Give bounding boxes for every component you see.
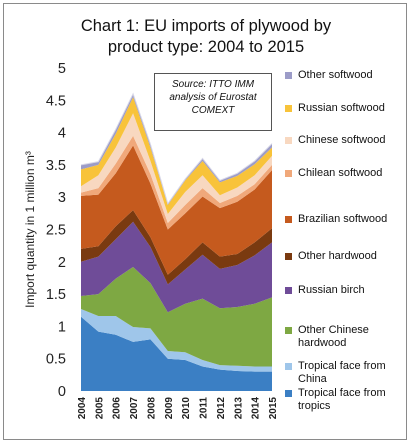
x-tick-label: 2011	[199, 397, 210, 419]
y-tick-label: 1	[58, 319, 66, 335]
area-russian-softwood	[81, 97, 272, 214]
area-tropical-face-from-tropics	[81, 316, 272, 391]
area-other-hardwood	[81, 210, 272, 285]
x-tick-label: 2006	[112, 397, 123, 420]
legend-swatch	[285, 327, 292, 334]
legend-label: Russian softwood	[298, 102, 385, 114]
area-brazilian-softwood	[81, 145, 272, 275]
x-tick-label: 2008	[146, 397, 157, 420]
y-tick-label: 0.5	[46, 352, 66, 368]
y-tick-label: 4.5	[46, 93, 66, 109]
x-tick-label: 2014	[251, 397, 262, 420]
area-tropical-face-from-china	[81, 308, 272, 372]
y-tick-label: 2.5	[46, 223, 66, 239]
y-tick-label: 2	[58, 255, 66, 271]
x-tick-label: 2012	[216, 397, 227, 420]
legend-swatch	[285, 287, 292, 294]
legend-label: Other hardwood	[298, 250, 377, 262]
area-russian-birch	[81, 221, 272, 313]
y-tick-label: 0	[58, 384, 66, 400]
area-chilean-softwood	[81, 135, 272, 230]
y-tick-label: 5	[58, 61, 66, 77]
total-outline	[80, 92, 273, 205]
area-chinese-softwood	[81, 113, 272, 224]
legend-label: Tropical face from China	[298, 360, 386, 385]
x-tick-label: 2013	[233, 397, 244, 420]
plywood-area-chart: 0 0.5 1 1.5 2 2.5 3 3.5 4 4.5 5 Import quantity in …	[23, 61, 279, 420]
chart-title-line-1: Chart 1: EU imports of plywood by	[80, 17, 332, 35]
legend-swatch	[285, 105, 292, 112]
source-annotation: Source: ITTO IMM analysis of Eurostat CO…	[154, 73, 272, 131]
area-other-chinese-hardwood	[81, 266, 272, 367]
legend-label: Russian birch	[298, 284, 365, 296]
chart-title-line-2: product type: 2004 to 2015	[107, 38, 305, 56]
x-tick-label: 2007	[129, 397, 140, 420]
legend-label: Tropical face from tropics	[298, 387, 386, 412]
x-tick-label: 2015	[268, 397, 279, 420]
legend-swatch	[285, 137, 292, 144]
chart-frame: Chart 1: EU imports of plywood by produc…	[3, 3, 407, 440]
legend-label: Other Chinese hardwood	[298, 324, 369, 349]
x-tick-label: 2010	[181, 397, 192, 420]
x-tick-label: 2009	[164, 397, 175, 420]
legend-swatch	[285, 216, 292, 223]
legend-label: Chilean softwood	[298, 167, 383, 179]
legend-label: Other softwood	[298, 69, 373, 81]
x-tick-label: 2004	[77, 397, 88, 420]
legend-swatch	[285, 363, 292, 370]
x-tick-label: 2005	[94, 397, 105, 420]
y-axis-label: Import quantity in 1 million m³	[23, 151, 37, 308]
legend-swatch	[285, 390, 292, 397]
y-tick-label: 1.5	[46, 287, 66, 303]
y-tick-label: 3	[58, 190, 66, 206]
legend-swatch	[285, 170, 292, 177]
y-tick-label: 4	[58, 126, 66, 142]
legend-label: Chinese softwood	[298, 134, 386, 146]
y-tick-label: 3.5	[46, 158, 66, 174]
legend-swatch	[285, 253, 292, 260]
legend-swatch	[285, 72, 292, 79]
legend-label: Brazilian softwood	[298, 213, 388, 225]
